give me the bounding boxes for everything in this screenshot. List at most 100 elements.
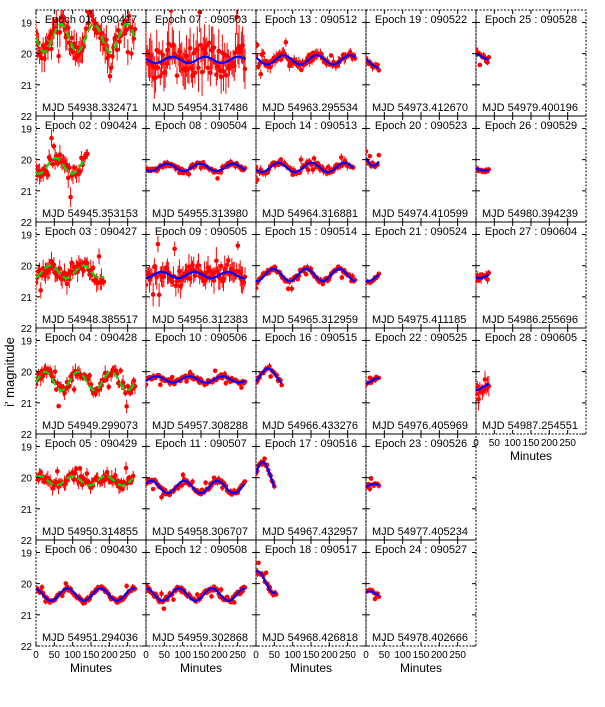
data-point — [120, 0, 125, 2]
data-point — [106, 384, 112, 390]
data-point — [215, 176, 220, 181]
data-point — [79, 482, 85, 488]
plot-area — [366, 475, 382, 492]
data-point — [187, 45, 193, 51]
data-point — [339, 155, 344, 160]
mjd-label: MJD 54949.299073 — [42, 420, 138, 432]
fit-curve — [146, 55, 246, 65]
fit-curve — [36, 264, 105, 280]
data-point — [123, 390, 128, 396]
x-axis-label: Minutes — [70, 661, 112, 675]
x-axis-label: Minutes — [400, 661, 442, 675]
y-tick-label: 19 — [21, 230, 33, 241]
data-point — [37, 267, 42, 272]
data-point — [113, 473, 118, 478]
x-tick-label: 150 — [83, 650, 100, 661]
epoch-label: Epoch 03 : 090427 — [45, 226, 137, 238]
mjd-label: MJD 54975.411185 — [372, 314, 466, 326]
y-tick-label: 21 — [21, 81, 33, 92]
data-point — [36, 280, 39, 285]
x-tick-label: 100 — [174, 650, 191, 661]
data-point — [36, 164, 39, 169]
plot-area — [256, 263, 358, 293]
x-tick-label: 100 — [284, 650, 301, 661]
data-point — [476, 391, 479, 397]
data-point — [101, 279, 107, 285]
plot-area — [366, 271, 382, 286]
epoch-label: Epoch 12 : 090508 — [155, 544, 247, 556]
epoch-label: Epoch 05 : 090429 — [45, 438, 137, 450]
x-tick-label: 150 — [303, 650, 320, 661]
data-point — [221, 69, 226, 74]
data-point — [256, 177, 260, 183]
data-point — [305, 167, 311, 173]
y-tick-label: 22 — [21, 642, 33, 653]
data-point — [350, 274, 355, 279]
data-point — [123, 18, 128, 23]
x-tick-label: 50 — [49, 650, 61, 661]
data-point — [87, 373, 92, 378]
data-point — [242, 479, 248, 484]
data-point — [120, 486, 125, 492]
data-point — [69, 260, 75, 266]
x-axis-label: Minutes — [290, 661, 332, 675]
mjd-label: MJD 54945.353153 — [42, 208, 138, 220]
data-point — [83, 26, 89, 31]
fit-curve — [366, 376, 379, 385]
data-point — [218, 263, 224, 269]
plot-area — [146, 235, 248, 307]
plot-area — [146, 471, 248, 501]
data-point — [155, 241, 161, 247]
plot-area — [366, 55, 382, 74]
plot-area — [256, 362, 284, 388]
y-axis-label: i' magnitude — [2, 337, 17, 407]
data-point — [73, 466, 79, 472]
x-tick-label: 0 — [143, 650, 149, 661]
data-point — [223, 380, 229, 386]
data-point — [130, 473, 136, 479]
light-curve-panel: 0 50 100 150 200 250 Minutes Epoch 24 : 090527 M… — [363, 539, 477, 675]
data-point — [107, 73, 113, 79]
y-tick-label: 20 — [21, 262, 33, 273]
data-point — [278, 157, 284, 162]
data-point — [36, 371, 41, 376]
x-tick-label: 50 — [489, 438, 501, 449]
data-point — [222, 371, 228, 377]
fit-curve — [146, 375, 246, 384]
mjd-label: MJD 54963.295534 — [262, 102, 358, 114]
y-tick-label: 21 — [21, 399, 33, 410]
mjd-label: MJD 54959.302868 — [152, 632, 248, 644]
x-tick-label: 200 — [101, 650, 118, 661]
fit-curve — [366, 590, 380, 597]
epoch-label: Epoch 26 : 090529 — [485, 120, 577, 132]
data-point — [53, 387, 59, 392]
mjd-label: MJD 54938.332471 — [42, 102, 138, 114]
fit-curve — [36, 22, 137, 54]
data-point — [216, 48, 222, 54]
fit-curve — [146, 270, 245, 280]
plot-area — [146, 158, 248, 181]
data-point — [159, 494, 164, 500]
x-tick-label: 150 — [193, 650, 210, 661]
epoch-label: Epoch 24 : 090527 — [375, 544, 467, 556]
y-tick-label: 20 — [21, 580, 33, 591]
data-point — [262, 456, 267, 462]
data-point — [367, 486, 373, 492]
fit-curve — [256, 461, 276, 488]
mjd-label: MJD 54956.312383 — [152, 314, 248, 326]
data-point — [51, 144, 57, 149]
plot-area — [36, 0, 138, 83]
fit-curve — [366, 482, 380, 488]
data-point — [63, 481, 68, 487]
epoch-label: Epoch 23 : 090526 — [375, 438, 467, 450]
data-point — [283, 39, 289, 45]
light-curve-panel: Epoch 19 : 090522 MJD 54973.412670 — [365, 9, 477, 117]
data-point — [71, 165, 77, 171]
light-curve-panel: 0 50 100 150 200 250 Minutes Epoch 12 : 090508 M… — [143, 539, 257, 675]
light-curve-panel: Epoch 22 : 090525 MJD 54976.405969 — [365, 327, 477, 435]
data-point — [209, 594, 214, 599]
x-tick-label: 200 — [541, 438, 558, 449]
plot-area — [36, 461, 136, 496]
x-tick-label: 100 — [64, 650, 81, 661]
